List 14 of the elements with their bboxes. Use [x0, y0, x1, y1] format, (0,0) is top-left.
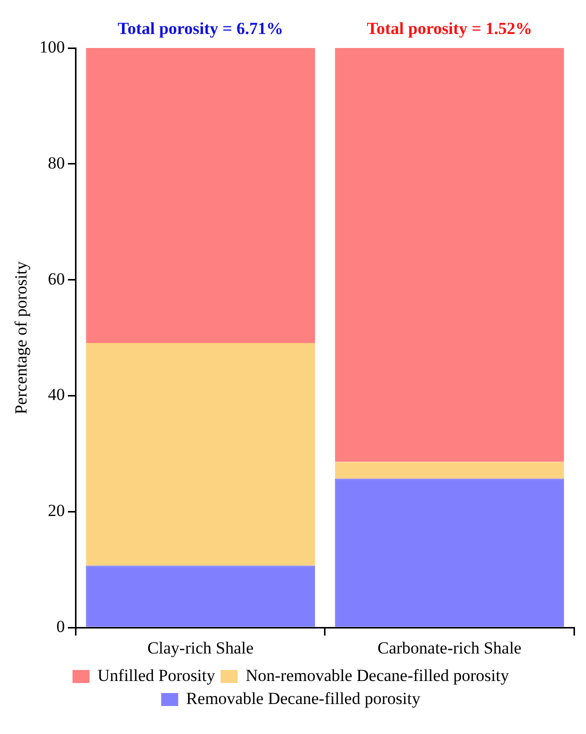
legend-label: Unfilled Porosity — [98, 666, 216, 685]
x-tick-label: Carbonate-rich Shale — [377, 638, 522, 658]
y-tick-label: 20 — [48, 501, 65, 520]
annotation: Total porosity = 1.52% — [366, 18, 532, 38]
y-tick-label: 0 — [56, 617, 65, 636]
annotation: Total porosity = 6.71% — [118, 18, 284, 38]
y-tick-label: 40 — [48, 385, 65, 404]
legend-label: Removable Decane-filled porosity — [186, 688, 421, 708]
legend-label: Non-removable Decane-filled porosity — [246, 666, 510, 685]
x-tick-label: Clay-rich Shale — [147, 638, 254, 658]
y-tick-label: 80 — [48, 153, 65, 172]
y-axis-title: Percentage of porosity — [12, 260, 31, 414]
y-tick-label: 60 — [48, 269, 65, 288]
y-tick-label: 100 — [39, 37, 65, 56]
